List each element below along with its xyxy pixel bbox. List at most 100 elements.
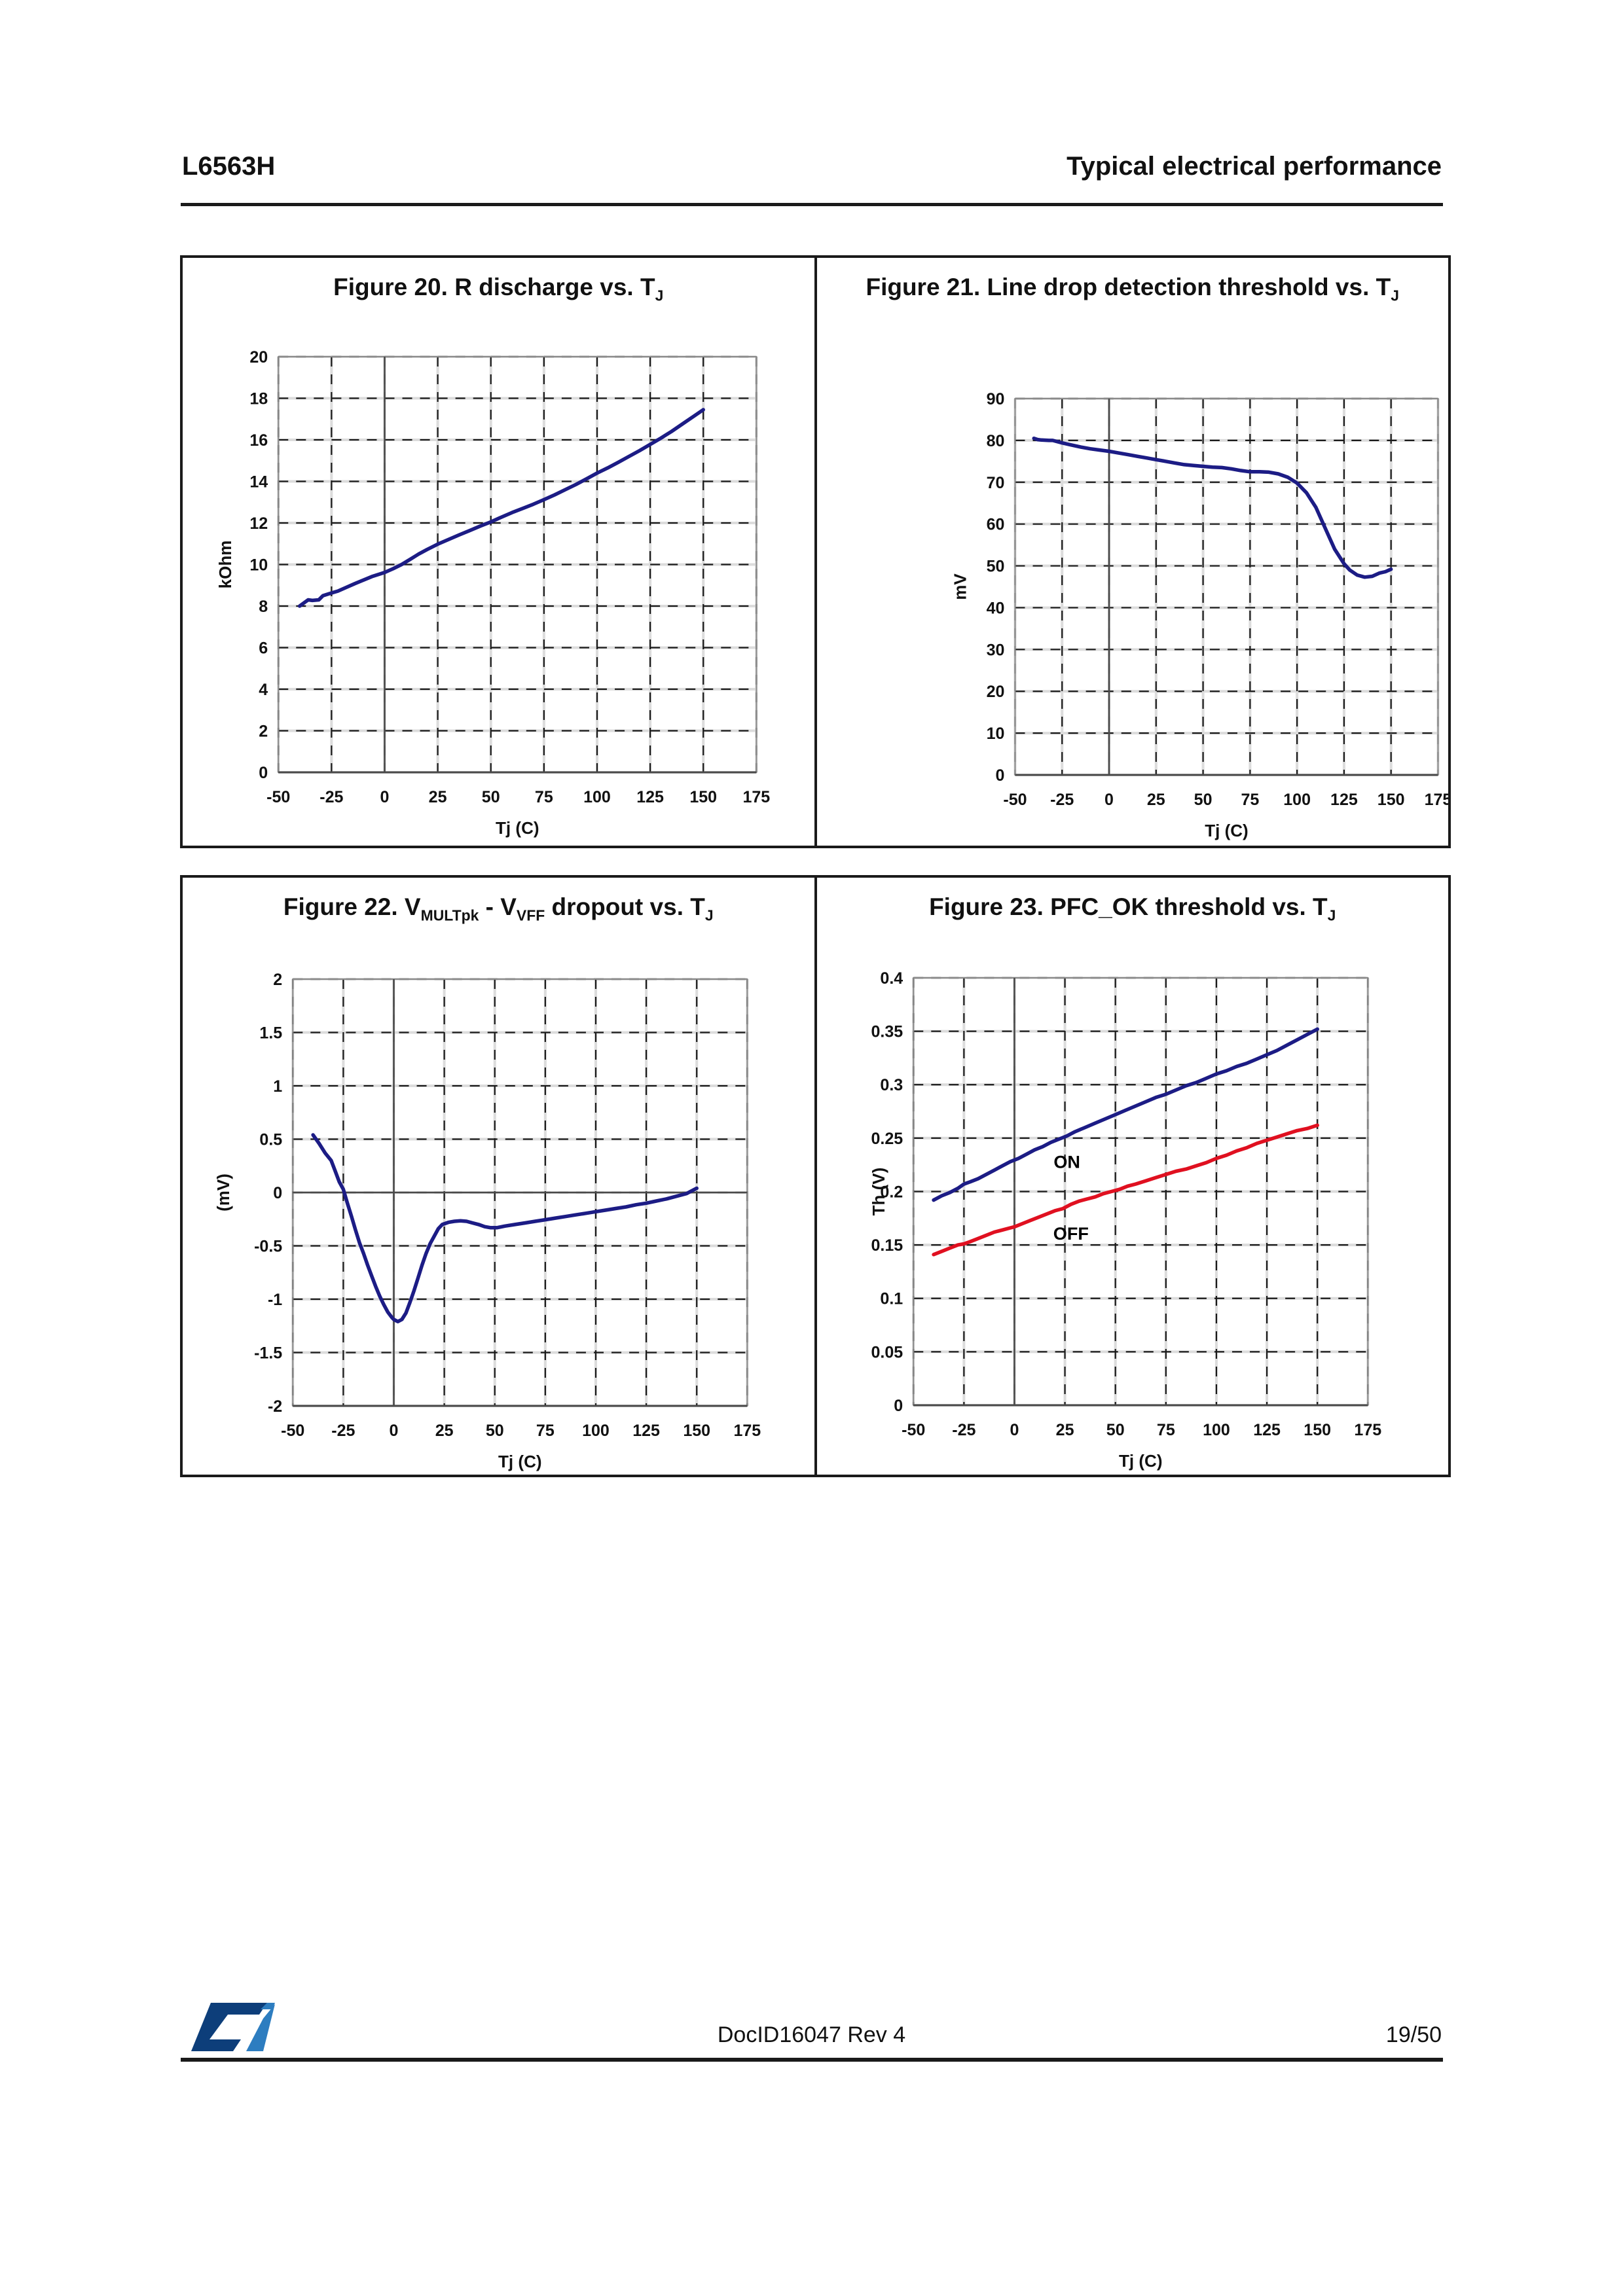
y-tick-label: 60 [986,516,1004,534]
x-tick-label: 25 [435,1422,454,1440]
figure-20-title: Figure 20. R discharge vs. TJ [333,274,664,304]
y-tick-label: 16 [249,431,268,450]
y-tick-label: 2 [273,971,282,989]
figure-23-chart: 0 0.05 0.1 0.15 0.2 0.25 0.3 0.35 0.4 -50 -25 0 25 50… [869,969,1381,1471]
figure-20-cell: Figure 20. R discharge vs. TJ 0 2 4 6 8 10 12 1… [183,258,814,846]
figure-21-cell: Figure 21. Line drop detection threshold… [817,258,1448,846]
x-tick-label: 75 [1241,791,1259,809]
header-rule [181,203,1443,206]
section-title: Typical electrical performance [1067,152,1442,181]
x-tick-label: 100 [1203,1421,1230,1439]
series-off [931,1123,1319,1257]
x-tick-label: 50 [486,1422,504,1440]
figure-22-title: Figure 22. VMULTpk - VVFF dropout vs. TJ [283,893,714,924]
y-tick-label: 40 [986,599,1004,617]
y-tick-label: 0.25 [871,1130,903,1148]
y-tick-label: 0 [995,766,1004,785]
x-axis-title: Tj (C) [496,818,539,838]
x-tick-label: 125 [1330,791,1358,809]
y-tick-label: 6 [259,639,268,658]
y-axis-title: Th (V) [869,1168,888,1216]
x-tick-label: -50 [266,788,290,806]
x-tick-label: -25 [952,1421,976,1439]
y-axis-title: mV [950,573,970,600]
footer-doc-id: DocID16047 Rev 4 [717,2022,906,2047]
x-tick-label: -25 [1050,791,1074,809]
x-tick-label: 100 [583,788,611,806]
series-line-drop-detection-threshold [1031,436,1393,579]
y-tick-label: 0.15 [871,1236,903,1255]
y-tick-label: 30 [986,641,1004,659]
y-tick-label: -1.5 [254,1344,282,1363]
figure-23-title: Figure 23. PFC_OK threshold vs. TJ [929,893,1336,924]
series-label-on: ON [1053,1153,1080,1172]
x-tick-label: 175 [1424,791,1448,809]
x-tick-label: -50 [902,1421,925,1439]
x-axis-title: Tj (C) [1119,1451,1163,1471]
y-tick-label: 20 [986,683,1004,701]
y-tick-label: 0 [894,1397,903,1415]
y-tick-label: 0.1 [880,1290,903,1308]
y-tick-label: -0.5 [254,1238,282,1256]
y-tick-label: 0.5 [259,1131,282,1149]
y-tick-label: 0.3 [880,1076,903,1094]
table-divider [814,878,817,1475]
y-tick-label: 0.05 [871,1343,903,1361]
y-tick-label: 14 [249,473,268,492]
x-tick-label: 0 [380,788,390,806]
y-tick-label: 1 [273,1077,282,1096]
y-tick-label: 70 [986,474,1004,492]
y-tick-label: 0 [259,764,268,782]
figure-22-chart: -2 -1.5 -1 -0.5 0 0.5 1 1.5 2 -50 -25 0 25 50 75 100 125… [213,971,761,1471]
y-tick-label: 50 [986,558,1004,576]
x-tick-label: 150 [683,1422,710,1440]
y-tick-label: 8 [259,598,268,616]
x-tick-label: 25 [1055,1421,1074,1439]
x-tick-label: -25 [319,788,343,806]
y-tick-label: 0.4 [880,969,903,988]
x-tick-label: 75 [536,1422,555,1440]
x-tick-label: 175 [742,788,770,806]
table-divider [814,258,817,846]
x-tick-label: 50 [1106,1421,1124,1439]
x-tick-label: 125 [636,788,664,806]
figure-table-top: Figure 20. R discharge vs. TJ 0 2 4 6 8 10 12 1… [180,255,1451,848]
y-tick-label: 18 [249,390,268,408]
footer-rule [181,2058,1443,2062]
y-tick-label: 0 [273,1184,282,1202]
y-axis-title: (mV) [213,1174,233,1211]
x-tick-label: 125 [632,1422,660,1440]
x-axis-title: Tj (C) [1205,821,1249,840]
y-tick-label: 10 [249,556,268,575]
series-r-discharge [297,408,705,608]
y-tick-label: 12 [249,514,268,533]
x-tick-label: 100 [1283,791,1311,809]
y-tick-label: -1 [268,1291,282,1309]
x-tick-label: 150 [1377,791,1404,809]
y-tick-label: 20 [249,348,268,367]
x-tick-label: 25 [429,788,447,806]
x-tick-label: 75 [1156,1421,1175,1439]
y-tick-label: 0.35 [871,1023,903,1041]
y-tick-label: 1.5 [259,1024,282,1043]
y-tick-label: 10 [986,725,1004,743]
y-tick-label: 80 [986,432,1004,450]
x-tick-label: 75 [535,788,553,806]
st-logo-accent [261,2003,275,2009]
x-tick-label: 25 [1146,791,1165,809]
y-tick-label: 4 [259,681,268,699]
plot-border [1013,398,1438,776]
figure-21-chart: 0 10 20 30 40 50 60 70 80 90 -50 -25 0 25 50 75 100 125 15… [950,390,1448,840]
x-tick-label: -50 [281,1422,304,1440]
y-tick-label: 90 [986,390,1004,408]
x-tick-label: -50 [1003,791,1027,809]
x-tick-label: 0 [1104,791,1114,809]
x-tick-label: 125 [1253,1421,1281,1439]
x-tick-label: 150 [689,788,717,806]
y-tick-label: 2 [259,723,268,741]
series-on [931,1027,1319,1202]
series-label-off: OFF [1053,1224,1088,1244]
y-tick-label: 0.2 [880,1183,903,1202]
x-tick-label: 0 [390,1422,399,1440]
